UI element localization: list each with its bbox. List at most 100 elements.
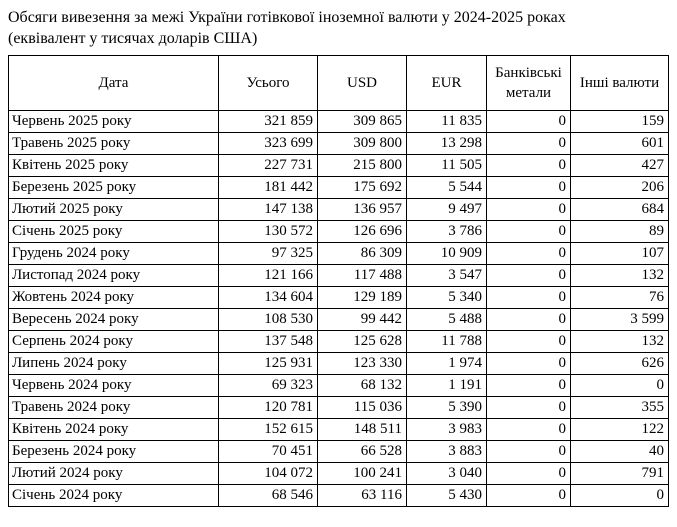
value-cell: 129 189	[317, 286, 407, 309]
value-cell: 0	[486, 484, 571, 507]
value-cell: 0	[486, 110, 571, 133]
column-header-other: Інші валюти	[570, 55, 669, 111]
value-cell: 0	[486, 176, 571, 199]
value-cell: 97 325	[218, 242, 318, 265]
value-cell: 40	[570, 440, 669, 463]
value-cell: 117 488	[317, 264, 407, 287]
table-row: Червень 2024 року 69 323 68 132 1 191 0 0	[8, 374, 669, 397]
date-cell: Червень 2025 року	[8, 110, 219, 133]
currency-export-table: Дата Усього USD EUR Банківські метали Ін…	[8, 55, 669, 507]
date-cell: Січень 2025 року	[8, 220, 219, 243]
table-row: Січень 2025 року 130 572 126 696 3 786 0 89	[8, 220, 669, 243]
value-cell: 132	[570, 330, 669, 353]
value-cell: 68 132	[317, 374, 407, 397]
value-cell: 69 323	[218, 374, 318, 397]
value-cell: 0	[486, 220, 571, 243]
value-cell: 136 957	[317, 198, 407, 221]
value-cell: 100 241	[317, 462, 407, 485]
value-cell: 0	[486, 154, 571, 177]
value-cell: 10 909	[406, 242, 487, 265]
value-cell: 108 530	[218, 308, 318, 331]
value-cell: 0	[486, 132, 571, 155]
value-cell: 70 451	[218, 440, 318, 463]
value-cell: 66 528	[317, 440, 407, 463]
value-cell: 0	[486, 330, 571, 353]
date-cell: Липень 2024 року	[8, 352, 219, 375]
value-cell: 9 497	[406, 198, 487, 221]
column-header-usd: USD	[317, 55, 407, 111]
value-cell: 3 040	[406, 462, 487, 485]
table-row: Грудень 2024 року 97 325 86 309 10 909 0 107	[8, 242, 669, 265]
value-cell: 3 983	[406, 418, 487, 441]
column-header-date: Дата	[8, 55, 219, 111]
value-cell: 0	[486, 418, 571, 441]
value-cell: 13 298	[406, 132, 487, 155]
table-row: Червень 2025 року 321 859 309 865 11 835 0 15…	[8, 110, 669, 133]
value-cell: 134 604	[218, 286, 318, 309]
table-row: Лютий 2025 року 147 138 136 957 9 497 0 684	[8, 198, 669, 221]
date-cell: Лютий 2024 року	[8, 462, 219, 485]
value-cell: 137 548	[218, 330, 318, 353]
value-cell: 121 166	[218, 264, 318, 287]
value-cell: 147 138	[218, 198, 318, 221]
value-cell: 123 330	[317, 352, 407, 375]
table-row: Квітень 2025 року 227 731 215 800 11 505 0 42…	[8, 154, 669, 177]
value-cell: 684	[570, 198, 669, 221]
table-row: Липень 2024 року 125 931 123 330 1 974 0 626	[8, 352, 669, 375]
date-cell: Червень 2024 року	[8, 374, 219, 397]
value-cell: 355	[570, 396, 669, 419]
date-cell: Травень 2025 року	[8, 132, 219, 155]
value-cell: 120 781	[218, 396, 318, 419]
value-cell: 0	[486, 374, 571, 397]
value-cell: 86 309	[317, 242, 407, 265]
date-cell: Грудень 2024 року	[8, 242, 219, 265]
value-cell: 159	[570, 110, 669, 133]
table-row: Листопад 2024 року 121 166 117 488 3 547 0 13…	[8, 264, 669, 287]
value-cell: 0	[486, 462, 571, 485]
value-cell: 175 692	[317, 176, 407, 199]
value-cell: 107	[570, 242, 669, 265]
table-header: Дата Усього USD EUR Банківські метали Ін…	[8, 55, 669, 111]
value-cell: 323 699	[218, 132, 318, 155]
table-row: Квітень 2024 року 152 615 148 511 3 983 0 122	[8, 418, 669, 441]
value-cell: 130 572	[218, 220, 318, 243]
value-cell: 5 340	[406, 286, 487, 309]
value-cell: 122	[570, 418, 669, 441]
table-body: Червень 2025 року 321 859 309 865 11 835 0 15…	[8, 110, 669, 507]
value-cell: 601	[570, 132, 669, 155]
value-cell: 11 505	[406, 154, 487, 177]
value-cell: 148 511	[317, 418, 407, 441]
page-title-line2: (еквівалент у тисячах доларів США)	[8, 30, 258, 47]
value-cell: 11 788	[406, 330, 487, 353]
value-cell: 181 442	[218, 176, 318, 199]
value-cell: 3 883	[406, 440, 487, 463]
value-cell: 5 544	[406, 176, 487, 199]
value-cell: 0	[570, 484, 669, 507]
date-cell: Квітень 2024 року	[8, 418, 219, 441]
date-cell: Вересень 2024 року	[8, 308, 219, 331]
value-cell: 125 628	[317, 330, 407, 353]
value-cell: 427	[570, 154, 669, 177]
value-cell: 321 859	[218, 110, 318, 133]
column-header-total: Усього	[218, 55, 318, 111]
table-row: Березень 2025 року 181 442 175 692 5 544 0 20…	[8, 176, 669, 199]
value-cell: 215 800	[317, 154, 407, 177]
value-cell: 89	[570, 220, 669, 243]
value-cell: 5 488	[406, 308, 487, 331]
value-cell: 0	[486, 308, 571, 331]
date-cell: Листопад 2024 року	[8, 264, 219, 287]
value-cell: 104 072	[218, 462, 318, 485]
value-cell: 115 036	[317, 396, 407, 419]
table-row: Лютий 2024 року 104 072 100 241 3 040 0 791	[8, 462, 669, 485]
value-cell: 3 547	[406, 264, 487, 287]
date-cell: Квітень 2025 року	[8, 154, 219, 177]
value-cell: 3 599	[570, 308, 669, 331]
date-cell: Жовтень 2024 року	[8, 286, 219, 309]
value-cell: 1 191	[406, 374, 487, 397]
value-cell: 68 546	[218, 484, 318, 507]
value-cell: 11 835	[406, 110, 487, 133]
table-row: Травень 2024 року 120 781 115 036 5 390 0 355	[8, 396, 669, 419]
table-row: Жовтень 2024 року 134 604 129 189 5 340 0 76	[8, 286, 669, 309]
value-cell: 63 116	[317, 484, 407, 507]
